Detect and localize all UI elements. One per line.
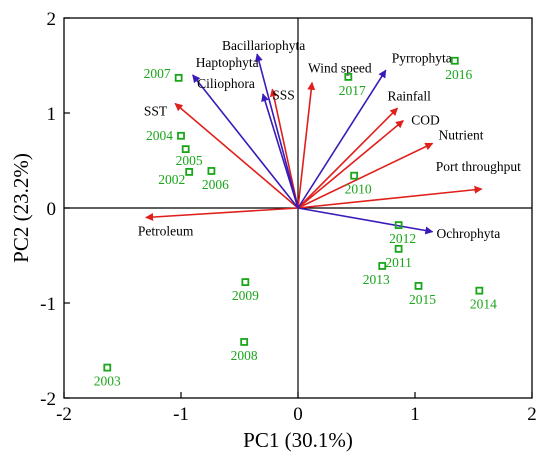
sample-point: [350, 171, 359, 180]
environment-vector-label: Wind speed: [308, 61, 372, 76]
x-axis-ticks: -2 -1 0 1 2: [56, 392, 537, 425]
sample-year-label: 2004: [146, 128, 173, 143]
sample-point: [394, 221, 403, 230]
sample-year-label: 2012: [389, 231, 416, 246]
sample-point: [450, 56, 459, 65]
y-axis-title: PC2 (23.2%): [9, 153, 33, 263]
sample-point: [103, 363, 112, 372]
x-tick-label: 0: [293, 404, 303, 425]
sample-year-label: 2005: [176, 153, 203, 168]
x-tick-label: 2: [527, 404, 537, 425]
sample-year-label: 2013: [363, 272, 390, 287]
y-tick-label: -2: [40, 389, 56, 410]
environment-vector-arrow: [145, 207, 299, 222]
sample-year-label: 2011: [385, 255, 412, 270]
phytoplankton-vector-arrow: [297, 207, 434, 235]
y-tick-label: 1: [47, 104, 57, 125]
y-tick-label: -1: [40, 294, 56, 315]
environment-vector-arrow: [174, 102, 299, 209]
phytoplankton-vector-label: Pyrrophyta: [392, 50, 452, 65]
x-tick-label: 1: [410, 404, 420, 425]
x-tick-label: -1: [173, 404, 189, 425]
sample-year-label: 2015: [409, 292, 436, 307]
environment-vector-arrow: [297, 119, 404, 209]
x-tick-label: -2: [56, 404, 72, 425]
environment-vector-arrow: [269, 88, 299, 209]
environment-vector-label: SSS: [272, 87, 295, 102]
environment-vector-label: Nutrient: [439, 127, 484, 142]
x-axis-title: PC1 (30.1%): [243, 428, 353, 452]
environment-vector-label: Rainfall: [387, 88, 431, 103]
phytoplankton-vector-label: Haptophyta: [196, 55, 259, 70]
sample-year-label: 2007: [144, 66, 171, 81]
sample-point: [174, 73, 183, 82]
sample-year-label: 2017: [339, 83, 366, 98]
y-axis-ticks: -2 -1 0 1 2: [40, 9, 70, 410]
phytoplankton-vector-arrow: [297, 69, 387, 209]
sample-year-label: 2010: [345, 182, 372, 197]
sample-year-label: 2006: [202, 177, 229, 192]
sample-point: [344, 73, 353, 81]
environment-vector-arrow: [297, 81, 316, 209]
sample-point: [240, 338, 249, 346]
sample-year-label: 2014: [470, 297, 497, 312]
sample-point: [181, 145, 190, 154]
environment-vector-arrow: [297, 107, 399, 209]
sample-year-label: 2008: [231, 348, 258, 363]
environment-vector-arrow: [297, 185, 483, 209]
environment-vector-label: Petroleum: [138, 224, 194, 239]
environment-vector-label: COD: [411, 113, 440, 128]
phytoplankton-vector-arrow: [255, 53, 299, 209]
sample-point: [394, 244, 403, 253]
y-tick-label: 2: [47, 9, 57, 30]
sample-point: [475, 286, 484, 295]
sample-point: [177, 131, 185, 140]
sample-year-label: 2009: [232, 288, 259, 303]
sample-point: [241, 278, 250, 287]
sample-point: [207, 167, 216, 175]
phytoplankton-vector-label: Ciliophora: [197, 76, 255, 91]
sample-year-label: 2002: [158, 172, 185, 187]
phytoplankton-vector-arrow: [261, 93, 299, 209]
sample-year-label: 2016: [445, 67, 472, 82]
phytoplankton-vector-label: Bacillariophyta: [222, 38, 305, 53]
sample-year-label: 2003: [94, 374, 121, 389]
environment-vector-label: SST: [144, 104, 168, 119]
sample-point: [414, 281, 423, 290]
y-tick-label: 0: [47, 199, 57, 220]
sample-point: [185, 167, 194, 176]
phytoplankton-vectors: Bacillariophyta Haptophyta Ciliophora Pyrro…: [192, 38, 501, 241]
phytoplankton-vector-arrow: [192, 74, 299, 209]
environment-vector-arrow: [297, 142, 434, 209]
environment-vector-label: Port throughput: [436, 159, 521, 174]
phytoplankton-vector-label: Ochrophyta: [437, 226, 501, 241]
sample-point: [378, 262, 387, 270]
